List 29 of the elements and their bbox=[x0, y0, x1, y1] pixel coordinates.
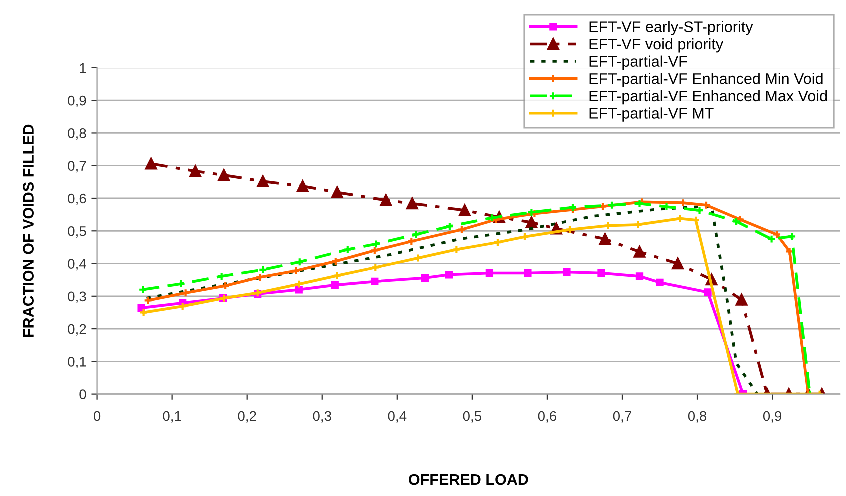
y-tick-label: 0,4 bbox=[68, 259, 86, 271]
x-tick-label: 0,7 bbox=[613, 411, 632, 423]
y-tick-label: 0,3 bbox=[68, 292, 86, 304]
y-tick-label: 0,8 bbox=[68, 128, 86, 140]
x-tick-label: 0,2 bbox=[238, 411, 256, 423]
legend-label: EFT-partial-VF MT bbox=[590, 108, 714, 122]
legend-label: EFT-partial-VF bbox=[590, 56, 688, 70]
y-tick-label: 0,9 bbox=[68, 96, 86, 108]
y-axis-title: FRACTION OF VOIDS FILLED bbox=[23, 124, 34, 338]
x-tick-label: 0,4 bbox=[388, 411, 407, 423]
y-tick-label: 1 bbox=[80, 63, 86, 73]
x-tick-label: 0,1 bbox=[163, 411, 182, 423]
x-tick-label: 0,8 bbox=[688, 411, 707, 423]
y-tick-label: 0,1 bbox=[68, 357, 86, 368]
x-tick-label: 0 bbox=[94, 411, 101, 422]
x-tick-label: 0,3 bbox=[313, 411, 332, 423]
legend-label: EFT-VF early-ST-priority bbox=[590, 21, 754, 36]
y-tick-label: 0 bbox=[80, 390, 86, 400]
x-tick-label: 0,6 bbox=[538, 411, 557, 423]
y-tick-label: 0,2 bbox=[68, 324, 86, 336]
y-tick-label: 0,5 bbox=[68, 226, 86, 238]
y-tick-label: 0,6 bbox=[68, 194, 86, 206]
legend-label: EFT-partial-VF Enhanced Max Void bbox=[590, 90, 828, 105]
legend-label: EFT-partial-VF Enhanced Min Void bbox=[590, 73, 823, 88]
legend-label: EFT-VF void priority bbox=[590, 38, 724, 53]
x-axis-title: OFFERED LOAD bbox=[409, 474, 528, 486]
y-tick-label: 0,7 bbox=[68, 161, 86, 173]
x-tick-label: 0,5 bbox=[463, 411, 482, 423]
x-tick-label: 0,9 bbox=[763, 411, 782, 423]
